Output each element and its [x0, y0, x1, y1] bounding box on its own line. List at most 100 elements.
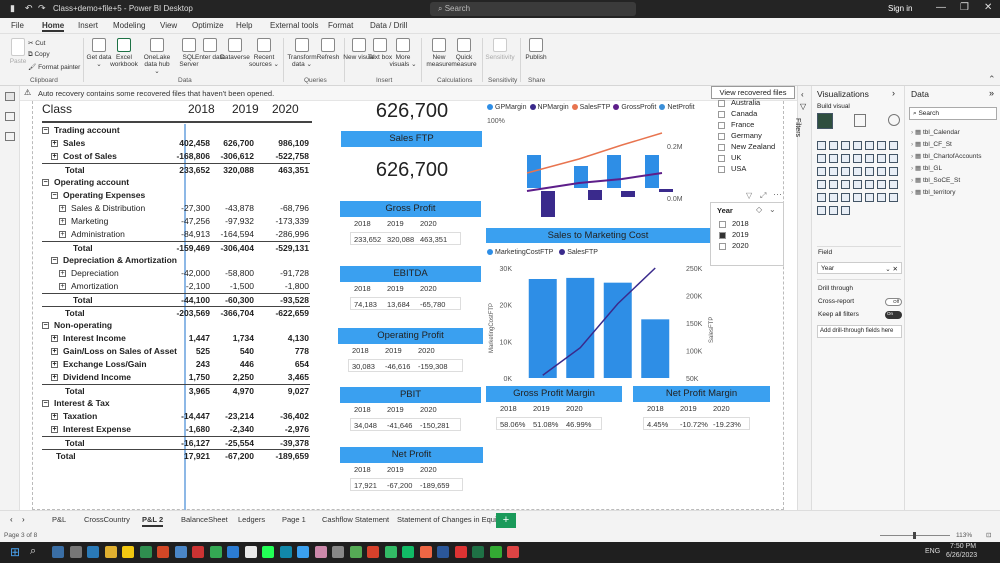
scatter-icon[interactable] — [817, 167, 826, 176]
text-box-button[interactable]: Text box — [364, 38, 396, 61]
stacked-area-icon[interactable] — [829, 154, 838, 163]
onelake-button[interactable]: OneLake data hub ⌄ — [141, 38, 173, 75]
taskbar-app-icon[interactable] — [69, 546, 82, 558]
sensitivity-button[interactable]: Sensitivity — [484, 38, 516, 61]
windows-start-icon[interactable]: ⊞ — [10, 545, 21, 559]
100-column-icon[interactable] — [877, 141, 886, 150]
copy-button[interactable]: ⧉ Copy — [28, 51, 50, 59]
stacked-column-icon[interactable] — [829, 141, 838, 150]
scroll-right-icon[interactable]: › — [22, 515, 25, 524]
filled-map-icon[interactable] — [877, 167, 886, 176]
more-visuals-icon[interactable] — [841, 206, 850, 215]
taskbar-app-icon[interactable] — [192, 546, 204, 558]
key-influencers-icon[interactable] — [841, 193, 850, 202]
table-icon[interactable] — [877, 180, 886, 189]
line-column-icon[interactable] — [841, 154, 850, 163]
expand-icon[interactable]: + — [59, 205, 66, 213]
collapse-ribbon-icon[interactable]: ⌃ — [988, 74, 996, 84]
filters-pane-collapsed[interactable]: ‹ ▽ Filters — [794, 86, 811, 530]
menu-home[interactable]: Home — [42, 21, 65, 32]
format-visual-icon[interactable] — [854, 114, 866, 127]
collapse-arrow-icon[interactable]: ‹ — [801, 90, 804, 99]
multi-row-card-icon[interactable] — [841, 180, 850, 189]
taskbar-app-icon[interactable] — [437, 546, 449, 558]
treemap-icon[interactable] — [853, 167, 862, 176]
matrix-row[interactable]: − Operating account — [42, 176, 310, 189]
clustered-bar-icon[interactable] — [841, 141, 850, 150]
paste-button[interactable]: Paste — [2, 38, 34, 65]
data-table-item[interactable]: › ▦ tbl_Calendar — [911, 128, 960, 136]
expand-icon[interactable]: + — [51, 348, 58, 356]
search-icon[interactable]: ⌕ — [30, 545, 37, 557]
data-table-item[interactable]: › ▦ tbl_CF_St — [911, 140, 952, 148]
menu-help[interactable]: Help — [236, 21, 253, 30]
ribbon-chart-icon[interactable] — [865, 154, 874, 163]
page-tab[interactable]: BalanceSheet — [181, 515, 228, 524]
expand-icon[interactable]: + — [59, 218, 66, 226]
get-data-button[interactable]: Get data ⌄ — [83, 38, 115, 68]
chevron-right-icon[interactable]: › — [911, 165, 915, 172]
power-automate-icon[interactable] — [829, 206, 838, 215]
donut-icon[interactable] — [841, 167, 850, 176]
gauge-icon[interactable] — [817, 180, 826, 189]
matrix-row[interactable]: + Sales 402,458 626,700 986,109 — [42, 137, 310, 150]
menu-file[interactable]: File — [11, 21, 24, 30]
matrix-row[interactable]: + Sales & Distribution -27,300 -43,878 -68,7… — [42, 202, 310, 215]
expand-arrow-icon[interactable]: › — [892, 88, 895, 98]
model-view-icon[interactable] — [5, 132, 15, 141]
cross-report-toggle[interactable]: Off — [885, 298, 902, 306]
matrix-row[interactable]: Total -203,569 -366,704 -622,659 — [42, 306, 310, 319]
taskbar-app-icon[interactable] — [454, 546, 467, 558]
year-option-2018[interactable]: 2018 — [719, 219, 749, 228]
transform-data-button[interactable]: Transform data ⌄ — [286, 38, 318, 68]
taskbar-app-icon[interactable] — [104, 546, 117, 558]
data-table-item[interactable]: › ▦ tbl_territory — [911, 188, 955, 196]
view-recovered-files-button[interactable]: View recovered files — [711, 86, 795, 99]
data-table-item[interactable]: › ▦ tbl_GL — [911, 164, 942, 172]
matrix-row[interactable]: Total -16,127 -25,554 -39,378 — [42, 436, 310, 449]
paginated-icon[interactable] — [889, 193, 898, 202]
taskbar-app-icon[interactable] — [489, 546, 502, 558]
chevron-right-icon[interactable]: › — [911, 189, 915, 196]
maximize-icon[interactable]: ❐ — [960, 2, 969, 13]
matrix-row[interactable]: + Depreciation -42,000 -58,800 -91,728 — [42, 267, 310, 280]
kpi-icon[interactable] — [853, 180, 862, 189]
expand-icon[interactable]: + — [51, 153, 58, 161]
zoom-slider-thumb[interactable] — [913, 532, 916, 539]
format-painter-button[interactable]: 🖌 Format painter — [28, 63, 80, 71]
line-stacked-icon[interactable] — [853, 154, 862, 163]
menu-view[interactable]: View — [160, 21, 178, 30]
chevron-right-icon[interactable]: › — [911, 141, 915, 148]
redo-icon[interactable]: ↷ — [38, 3, 46, 13]
remove-field-icon[interactable]: ⌄ ✕ — [885, 266, 898, 273]
more-options-icon[interactable]: ⋯ — [773, 189, 782, 199]
matrix-row[interactable]: + Exchange Loss/Gain 243 446 654 — [42, 358, 310, 371]
narrative-icon[interactable] — [877, 193, 886, 202]
matrix-row[interactable]: − Operating Expenses — [42, 189, 310, 202]
waterfall-icon[interactable] — [877, 154, 886, 163]
taskbar-app-icon[interactable] — [122, 546, 134, 558]
matrix-icon[interactable] — [889, 180, 898, 189]
decomposition-icon[interactable] — [853, 193, 862, 202]
filter-icon[interactable]: ▽ — [746, 191, 753, 200]
taskbar-app-icon[interactable] — [227, 546, 239, 558]
taskbar-app-icon[interactable] — [279, 546, 292, 558]
expand-icon[interactable]: + — [51, 426, 58, 434]
taskbar-app-icon[interactable] — [367, 546, 379, 558]
taskbar-app-icon[interactable] — [209, 546, 222, 558]
eraser-icon[interactable]: ◇ — [756, 205, 763, 214]
clock-time[interactable]: 7:50 PM — [950, 543, 977, 550]
chevron-right-icon[interactable]: › — [911, 153, 915, 160]
matrix-row[interactable]: − Non-operating — [42, 319, 310, 332]
matrix-row[interactable]: + Administration -84,913 -164,594 -286,996 — [42, 228, 310, 241]
sales-marketing-chart[interactable]: 30K 20K 10K 0K 250K 200K 150K 100K 50K MarketingC… — [484, 258, 724, 386]
close-icon[interactable]: ✕ — [984, 2, 993, 13]
page-tab[interactable]: P&L 2 — [142, 515, 164, 527]
expand-icon[interactable]: + — [51, 140, 58, 148]
country-option[interactable]: Germany — [718, 131, 762, 140]
country-option[interactable]: USA — [718, 164, 746, 173]
matrix-header-class[interactable]: Class — [42, 102, 73, 116]
more-visuals-button[interactable]: More visuals ⌄ — [387, 38, 419, 68]
build-visual-icon[interactable] — [817, 113, 833, 129]
taskbar-app-icon[interactable] — [157, 546, 169, 558]
